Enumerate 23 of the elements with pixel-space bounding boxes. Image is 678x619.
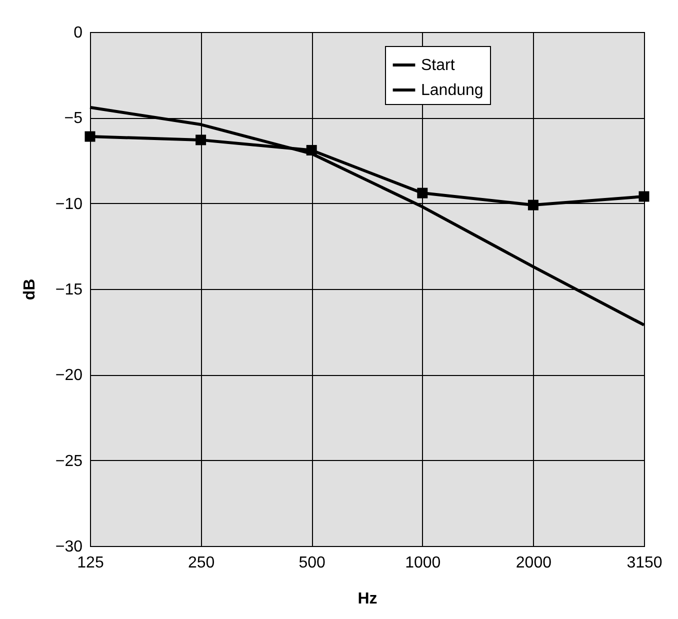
y-tick-label: −30 — [55, 538, 83, 556]
point — [306, 144, 317, 156]
legend-label: Landung — [421, 82, 484, 99]
y-tick-label: 0 — [74, 24, 83, 42]
x-tick-label: 2000 — [516, 554, 552, 572]
y-tick-label: −25 — [55, 452, 83, 470]
y-tick-label: −20 — [55, 367, 83, 384]
x-axis-title: Hz — [358, 590, 378, 608]
y-tick-label: −10 — [55, 196, 83, 213]
point — [528, 200, 538, 210]
point — [196, 134, 206, 146]
x-tick-label: 500 — [298, 554, 326, 572]
x-tick-label: 1000 — [405, 554, 441, 572]
point — [417, 188, 428, 198]
legend-label: Start — [421, 57, 456, 74]
point — [638, 191, 650, 202]
y-axis-title: dB — [21, 278, 38, 300]
y-tick-label: −5 — [64, 110, 83, 128]
x-tick-label: 3150 — [626, 554, 662, 572]
y-tick-label: −15 — [55, 282, 83, 298]
x-tick-label: 125 — [77, 554, 104, 572]
point — [84, 131, 96, 142]
x-tick-label: 250 — [188, 554, 215, 572]
